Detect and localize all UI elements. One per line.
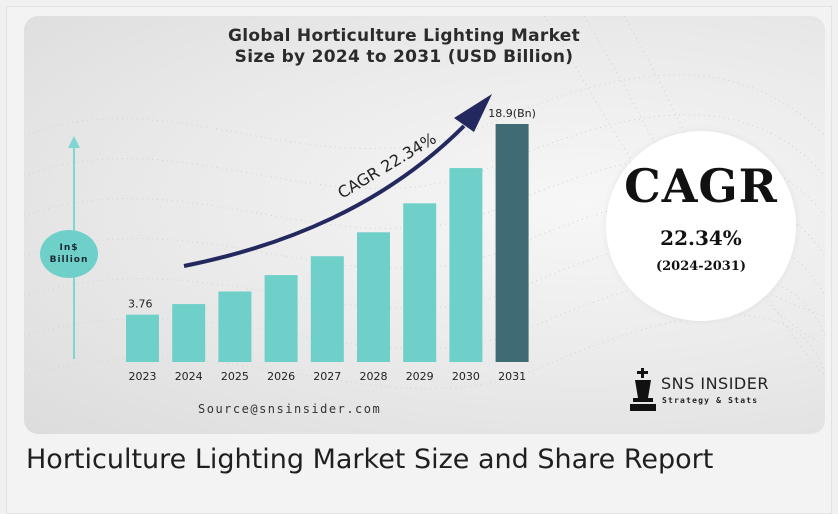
bar-2029	[403, 203, 437, 362]
cagr-circle: CAGR 22.34% (2024-2031)	[606, 131, 796, 321]
x-tick-label-2023: 2023	[129, 370, 157, 383]
bar-2031	[495, 124, 529, 362]
bar-2028	[357, 232, 390, 362]
x-tick-label-2030: 2030	[452, 370, 480, 383]
growth-arrow-curve	[183, 124, 466, 268]
image-caption: Horticulture Lighting Market Size and Sh…	[26, 444, 714, 475]
bar-2030	[449, 168, 483, 362]
x-tick-label-2028: 2028	[360, 370, 388, 383]
growth-arrowhead-icon	[454, 94, 492, 132]
bar-2027	[310, 256, 344, 362]
bar-2026	[264, 275, 298, 362]
y-axis-arrowhead-icon	[68, 136, 80, 148]
cagr-value: 22.34%	[660, 226, 742, 250]
infographic-image: Global Horticulture Lighting Market Size…	[24, 16, 825, 434]
bar-2024	[172, 304, 206, 362]
x-tick-label-2025: 2025	[221, 370, 249, 383]
data-label-2023: 3.76	[128, 298, 153, 311]
x-tick-label-2027: 2027	[313, 370, 341, 383]
source-credit: Source@snsinsider.com	[198, 402, 382, 416]
brand-name: SNS INSIDER	[661, 374, 769, 393]
cagr-period: (2024-2031)	[655, 259, 747, 274]
x-tick-label-2029: 2029	[406, 370, 434, 383]
data-label-2031: 18.9(Bn)	[488, 107, 536, 120]
bar-2023	[126, 314, 159, 362]
x-tick-label-2024: 2024	[175, 370, 203, 383]
cagr-annotation: CAGR 22.34%	[334, 129, 439, 203]
x-tick-label-2026: 2026	[267, 370, 295, 383]
y-axis-unit-badge: In$ Billion	[40, 230, 98, 278]
chart-title: Global Horticulture Lighting Market Size…	[227, 26, 580, 67]
cagr-title: CAGR	[624, 159, 778, 213]
brand-tagline: Strategy & Stats	[662, 396, 759, 405]
brand-logo: SNS INSIDER Strategy & Stats	[627, 366, 807, 416]
bar-2025	[218, 291, 252, 362]
chess-king-icon	[630, 368, 656, 411]
bar-chart: CAGR 22.34% 2023 3.76 2024 2025 2026 2027 2028…	[68, 94, 536, 383]
x-tick-label-2031: 2031	[498, 370, 526, 383]
